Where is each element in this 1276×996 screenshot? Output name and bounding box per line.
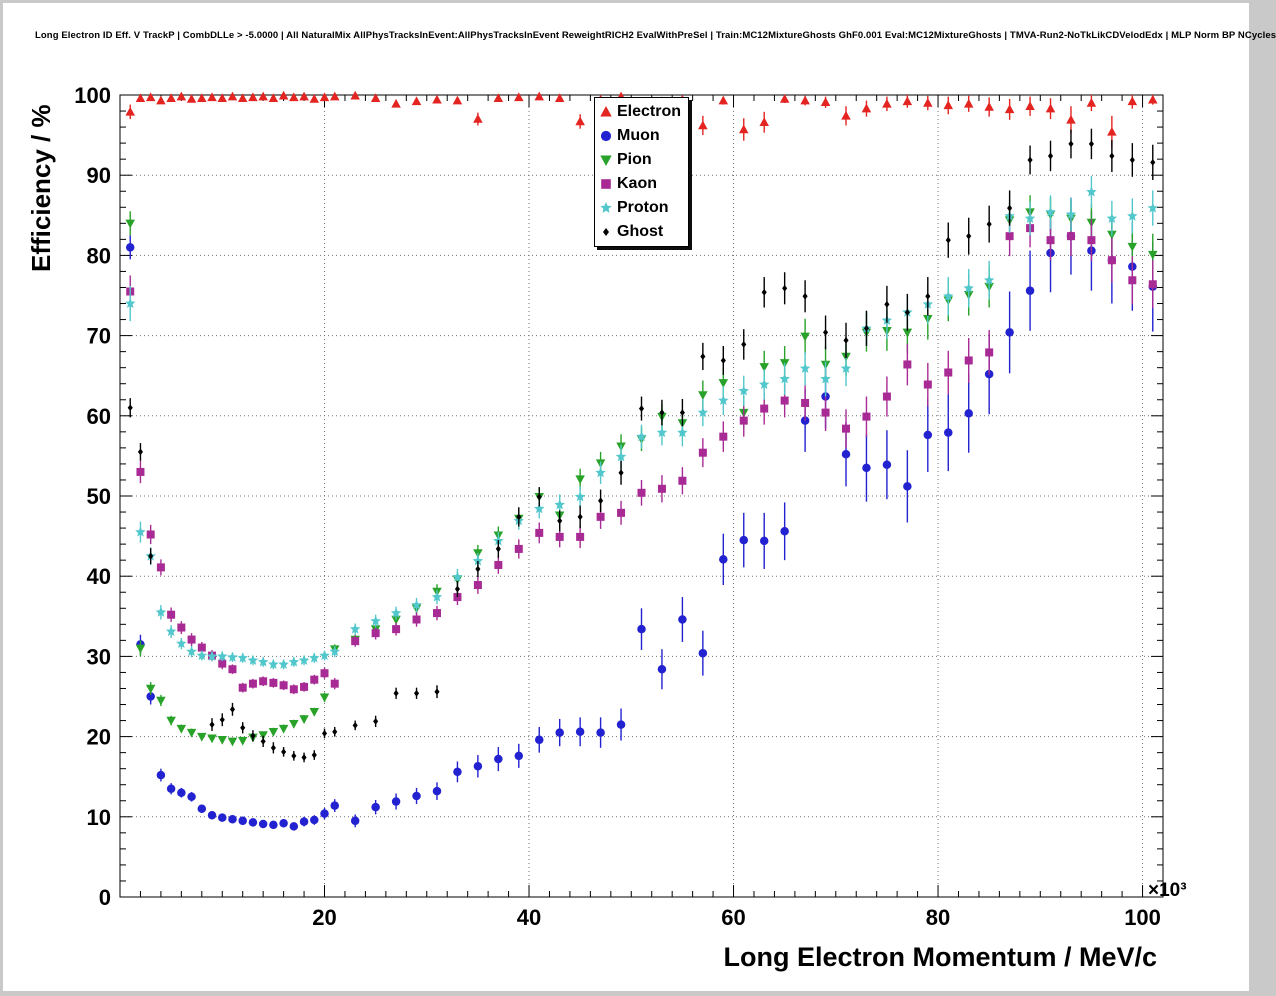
legend-entry-ghost: Ghost [598,220,688,244]
y-axis-title: Efficiency / % [26,104,56,272]
legend-label: Kaon [617,175,657,192]
x-axis-exponent-label: ×10³ [1148,880,1187,901]
svg-text:80: 80 [926,905,950,930]
svg-text:30: 30 [87,644,111,669]
legend-label: Proton [617,199,669,216]
svg-text:20: 20 [312,905,336,930]
legend-marker-proton-icon [600,202,612,213]
svg-text:10: 10 [87,805,111,830]
legend-entry-electron: Electron [598,100,688,124]
series-ghost [127,128,1156,763]
svg-text:70: 70 [87,324,111,349]
svg-text:0: 0 [99,885,111,910]
legend-entry-proton: Proton [598,196,688,220]
legend-marker-kaon-icon [601,179,611,189]
svg-text:40: 40 [517,905,541,930]
svg-text:60: 60 [87,404,111,429]
legend-label: Muon [617,127,660,144]
svg-text:40: 40 [87,564,111,589]
legend-marker-electron-icon [600,106,612,117]
gridlines [120,95,1163,897]
svg-text:60: 60 [721,905,745,930]
legend-label: Ghost [617,223,664,240]
legend-label: Pion [617,151,652,168]
svg-text:50: 50 [87,484,111,509]
svg-text:80: 80 [87,243,111,268]
tick-labels: 0 10 20 30 40 50 60 70 80 90 100 20 40 60 80 100 [74,83,1161,930]
svg-text:100: 100 [1124,905,1161,930]
plot-title: Long Electron ID Eff. V TrackP | CombDLL… [35,30,1276,41]
svg-text:100: 100 [74,83,111,108]
legend-entry-pion: Pion [598,148,688,172]
legend-marker-muon-icon [600,130,612,142]
legend-box: Electron Muon Pion Kaon Proton Ghost [594,97,689,247]
legend-marker-ghost-icon [603,228,609,236]
x-axis-title: Long Electron Momentum / MeV/c [723,942,1157,972]
legend-entry-kaon: Kaon [598,172,688,196]
svg-text:20: 20 [87,725,111,750]
legend-marker-pion-icon [600,155,612,166]
svg-text:90: 90 [87,163,111,188]
legend-entry-muon: Muon [598,124,688,148]
legend-label: Electron [617,103,682,120]
